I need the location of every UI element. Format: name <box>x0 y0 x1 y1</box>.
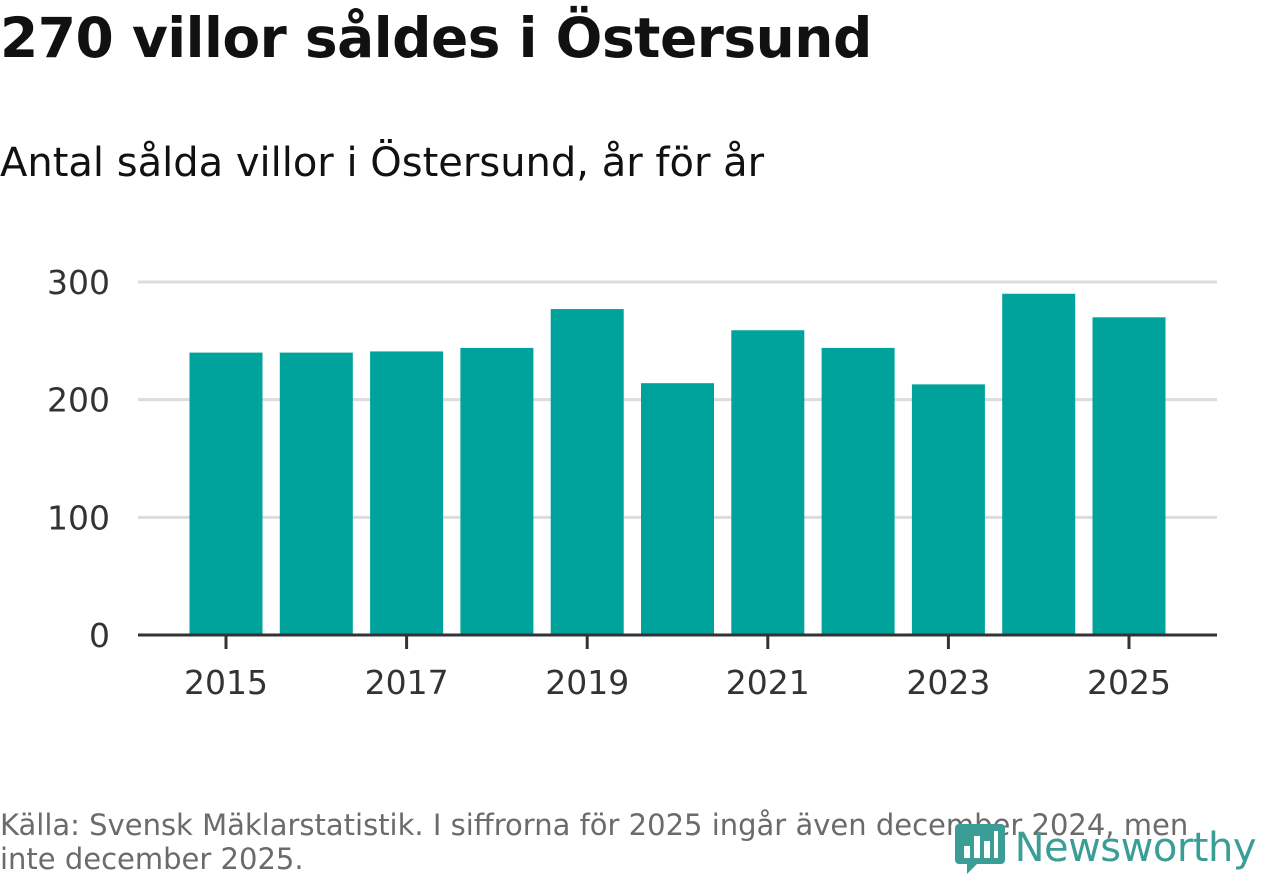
bar-2022 <box>821 347 895 635</box>
bar-2015 <box>189 352 263 635</box>
bar-2024 <box>1002 293 1076 635</box>
x-tick-label-2017: 2017 <box>365 663 449 702</box>
bar-2016 <box>279 352 353 635</box>
bar-2023 <box>911 384 985 635</box>
x-tick-label-2021: 2021 <box>726 663 810 702</box>
bar-chart: 0 100 200 300 2015 2017 2019 2021 2023 2025 <box>47 263 1217 702</box>
chart-title: 270 villor såldes i Östersund <box>0 6 872 70</box>
brand-logo: Newsworthy <box>954 822 1257 874</box>
bar-2019 <box>550 309 624 635</box>
bar-2018 <box>460 347 534 635</box>
chart-subtitle: Antal sålda villor i Östersund, år för å… <box>0 140 765 186</box>
x-tick-label-2019: 2019 <box>545 663 629 702</box>
bar-2025 <box>1092 317 1166 635</box>
bar-2020 <box>641 383 714 635</box>
y-tick-label-300: 300 <box>47 263 110 302</box>
newsworthy-logo-icon <box>954 824 1005 874</box>
y-tick-label-100: 100 <box>47 498 110 537</box>
x-tick-label-2015: 2015 <box>184 663 268 702</box>
bar-2017 <box>370 351 444 635</box>
y-tick-label-0: 0 <box>89 616 110 655</box>
x-tick-label-2025: 2025 <box>1087 663 1171 702</box>
brand-name: Newsworthy <box>1014 825 1257 871</box>
x-tick-label-2023: 2023 <box>906 663 990 702</box>
bar-2021 <box>731 330 805 635</box>
y-tick-label-200: 200 <box>47 381 110 420</box>
